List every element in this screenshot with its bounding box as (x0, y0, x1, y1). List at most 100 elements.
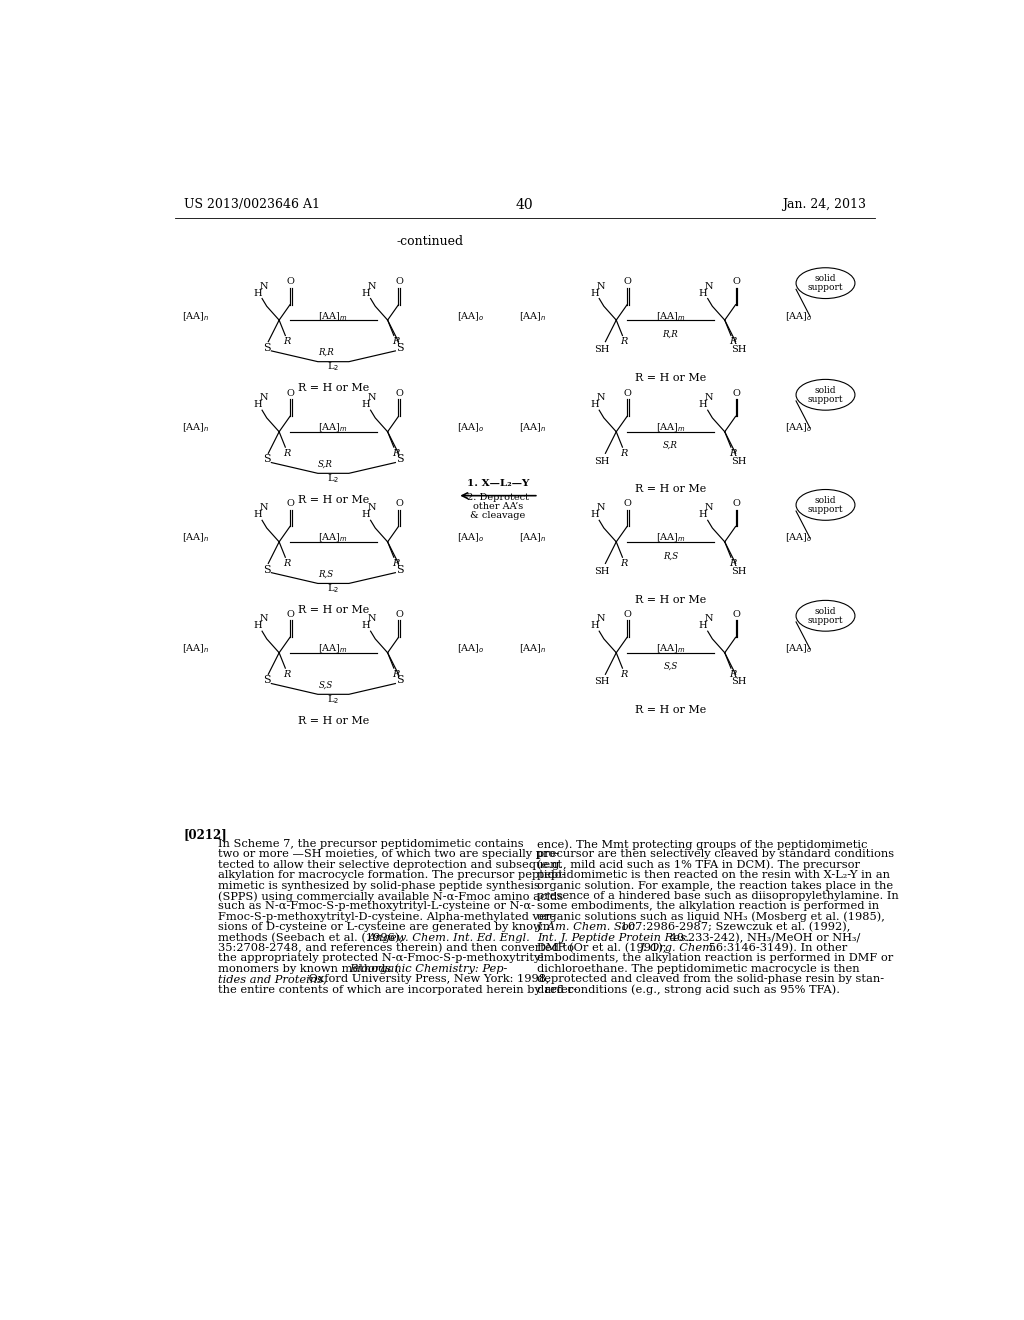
Text: 2. Deprotect: 2. Deprotect (467, 492, 529, 502)
Text: N: N (597, 503, 605, 512)
Text: solid: solid (815, 275, 837, 282)
Text: 56:3146-3149). In other: 56:3146-3149). In other (705, 942, 847, 953)
Text: tides and Proteins,: tides and Proteins, (218, 974, 327, 985)
Text: S: S (396, 454, 403, 465)
Text: S,R: S,R (664, 441, 678, 450)
Text: J. Am. Chem. Soc.: J. Am. Chem. Soc. (538, 923, 640, 932)
Text: precursor are then selectively cleaved by standard conditions: precursor are then selectively cleaved b… (538, 850, 894, 859)
Text: O: O (732, 389, 740, 397)
Text: O: O (732, 277, 740, 286)
Text: N: N (368, 281, 377, 290)
Text: [AA]$_m$: [AA]$_m$ (655, 532, 685, 544)
Text: embodiments, the alkylation reaction is performed in DMF or: embodiments, the alkylation reaction is … (538, 953, 894, 964)
Text: 40: 40 (516, 198, 534, 213)
Text: R: R (284, 337, 291, 346)
Text: H: H (253, 289, 262, 297)
Text: solid: solid (815, 496, 837, 504)
Text: 1. X—L₂—Y: 1. X—L₂—Y (467, 479, 529, 488)
Text: L$_2$: L$_2$ (328, 582, 339, 595)
Text: H: H (590, 622, 599, 630)
Text: 107:2986-2987; Szewczuk et al. (1992),: 107:2986-2987; Szewczuk et al. (1992), (617, 923, 850, 933)
Text: N: N (705, 614, 714, 623)
Text: R: R (284, 449, 291, 458)
Text: N: N (368, 503, 377, 512)
Text: R: R (392, 558, 399, 568)
Text: solid: solid (815, 385, 837, 395)
Text: R = H or Me: R = H or Me (298, 495, 369, 504)
Text: N: N (597, 614, 605, 623)
Text: H: H (253, 622, 262, 630)
Text: L$_2$: L$_2$ (328, 693, 339, 706)
Text: alkylation for macrocycle formation. The precursor peptido-: alkylation for macrocycle formation. The… (218, 870, 565, 880)
Text: [AA]$_o$: [AA]$_o$ (785, 310, 813, 322)
Text: dard conditions (e.g., strong acid such as 95% TFA).: dard conditions (e.g., strong acid such … (538, 985, 841, 995)
Text: [AA]$_o$: [AA]$_o$ (458, 421, 485, 434)
Text: mimetic is synthesized by solid-phase peptide synthesis: mimetic is synthesized by solid-phase pe… (218, 880, 540, 891)
Text: (SPPS) using commercially available N-α-Fmoc amino acids: (SPPS) using commercially available N-α-… (218, 891, 563, 902)
Text: [AA]$_n$: [AA]$_n$ (181, 643, 209, 655)
Text: monomers by known methods (: monomers by known methods ( (218, 964, 399, 974)
Text: [AA]$_m$: [AA]$_m$ (318, 310, 348, 322)
Text: dichloroethane. The peptidomimetic macrocycle is then: dichloroethane. The peptidomimetic macro… (538, 964, 860, 974)
Text: organic solution. For example, the reaction takes place in the: organic solution. For example, the react… (538, 880, 893, 891)
Text: tected to allow their selective deprotection and subsequent: tected to allow their selective deprotec… (218, 859, 562, 870)
Text: O: O (395, 277, 403, 286)
Text: R: R (284, 558, 291, 568)
Text: [AA]$_m$: [AA]$_m$ (318, 643, 348, 655)
Text: N: N (259, 503, 268, 512)
Text: [AA]$_m$: [AA]$_m$ (318, 532, 348, 544)
Text: SH: SH (731, 566, 746, 576)
Text: R: R (392, 337, 399, 346)
Text: N: N (259, 393, 268, 403)
Text: some embodiments, the alkylation reaction is performed in: some embodiments, the alkylation reactio… (538, 902, 880, 911)
Text: Bioorganic Chemistry: Pep-: Bioorganic Chemistry: Pep- (349, 964, 507, 974)
Text: two or more —SH moieties, of which two are specially pro-: two or more —SH moieties, of which two a… (218, 850, 559, 859)
Text: R,S: R,S (318, 570, 333, 578)
Text: peptidomimetic is then reacted on the resin with X-L₂-Y in an: peptidomimetic is then reacted on the re… (538, 870, 890, 880)
Text: [AA]$_n$: [AA]$_n$ (181, 421, 209, 434)
Text: R = H or Me: R = H or Me (298, 715, 369, 726)
Text: R,R: R,R (317, 348, 334, 356)
Text: [AA]$_o$: [AA]$_o$ (785, 421, 813, 434)
Text: O: O (287, 610, 295, 619)
Text: O: O (395, 610, 403, 619)
Text: [AA]$_o$: [AA]$_o$ (458, 532, 485, 544)
Text: [AA]$_o$: [AA]$_o$ (458, 310, 485, 322)
Text: J. Org. Chem.: J. Org. Chem. (640, 942, 718, 953)
Text: O: O (287, 499, 295, 508)
Text: R: R (284, 669, 291, 678)
Text: R: R (392, 449, 399, 458)
Text: R: R (621, 337, 628, 346)
Text: H: H (253, 400, 262, 409)
Text: sions of D-cysteine or L-cysteine are generated by known: sions of D-cysteine or L-cysteine are ge… (218, 923, 550, 932)
Text: R = H or Me: R = H or Me (298, 383, 369, 393)
Text: R: R (729, 669, 736, 678)
Text: R: R (392, 669, 399, 678)
Text: S: S (263, 676, 270, 685)
Text: SH: SH (595, 345, 610, 354)
Text: R = H or Me: R = H or Me (635, 372, 707, 383)
Text: [AA]$_n$: [AA]$_n$ (519, 421, 547, 434)
Text: H: H (698, 289, 708, 297)
Text: S: S (396, 676, 403, 685)
Text: Oxford University Press, New York: 1998,: Oxford University Press, New York: 1998, (305, 974, 549, 985)
Text: S: S (263, 565, 270, 574)
Text: SH: SH (595, 566, 610, 576)
Text: [AA]$_m$: [AA]$_m$ (655, 310, 685, 322)
Text: [AA]$_n$: [AA]$_n$ (181, 310, 209, 322)
Text: methods (Seebach et al. (1996),: methods (Seebach et al. (1996), (218, 933, 407, 942)
Text: O: O (287, 389, 295, 397)
Text: H: H (253, 511, 262, 519)
Text: SH: SH (595, 677, 610, 686)
Text: organic solutions such as liquid NH₃ (Mosberg et al. (1985),: organic solutions such as liquid NH₃ (Mo… (538, 912, 885, 923)
Text: H: H (361, 622, 371, 630)
Text: In Scheme 7, the precursor peptidomimetic contains: In Scheme 7, the precursor peptidomimeti… (218, 840, 523, 849)
Text: N: N (705, 281, 714, 290)
Text: R: R (729, 449, 736, 458)
Text: [AA]$_m$: [AA]$_m$ (318, 421, 348, 434)
Text: R = H or Me: R = H or Me (635, 705, 707, 715)
Text: 40:233-242), NH₃/MeOH or NH₃/: 40:233-242), NH₃/MeOH or NH₃/ (666, 933, 860, 942)
Text: [AA]$_m$: [AA]$_m$ (655, 643, 685, 655)
Text: H: H (590, 511, 599, 519)
Text: [0212]: [0212] (183, 829, 227, 841)
